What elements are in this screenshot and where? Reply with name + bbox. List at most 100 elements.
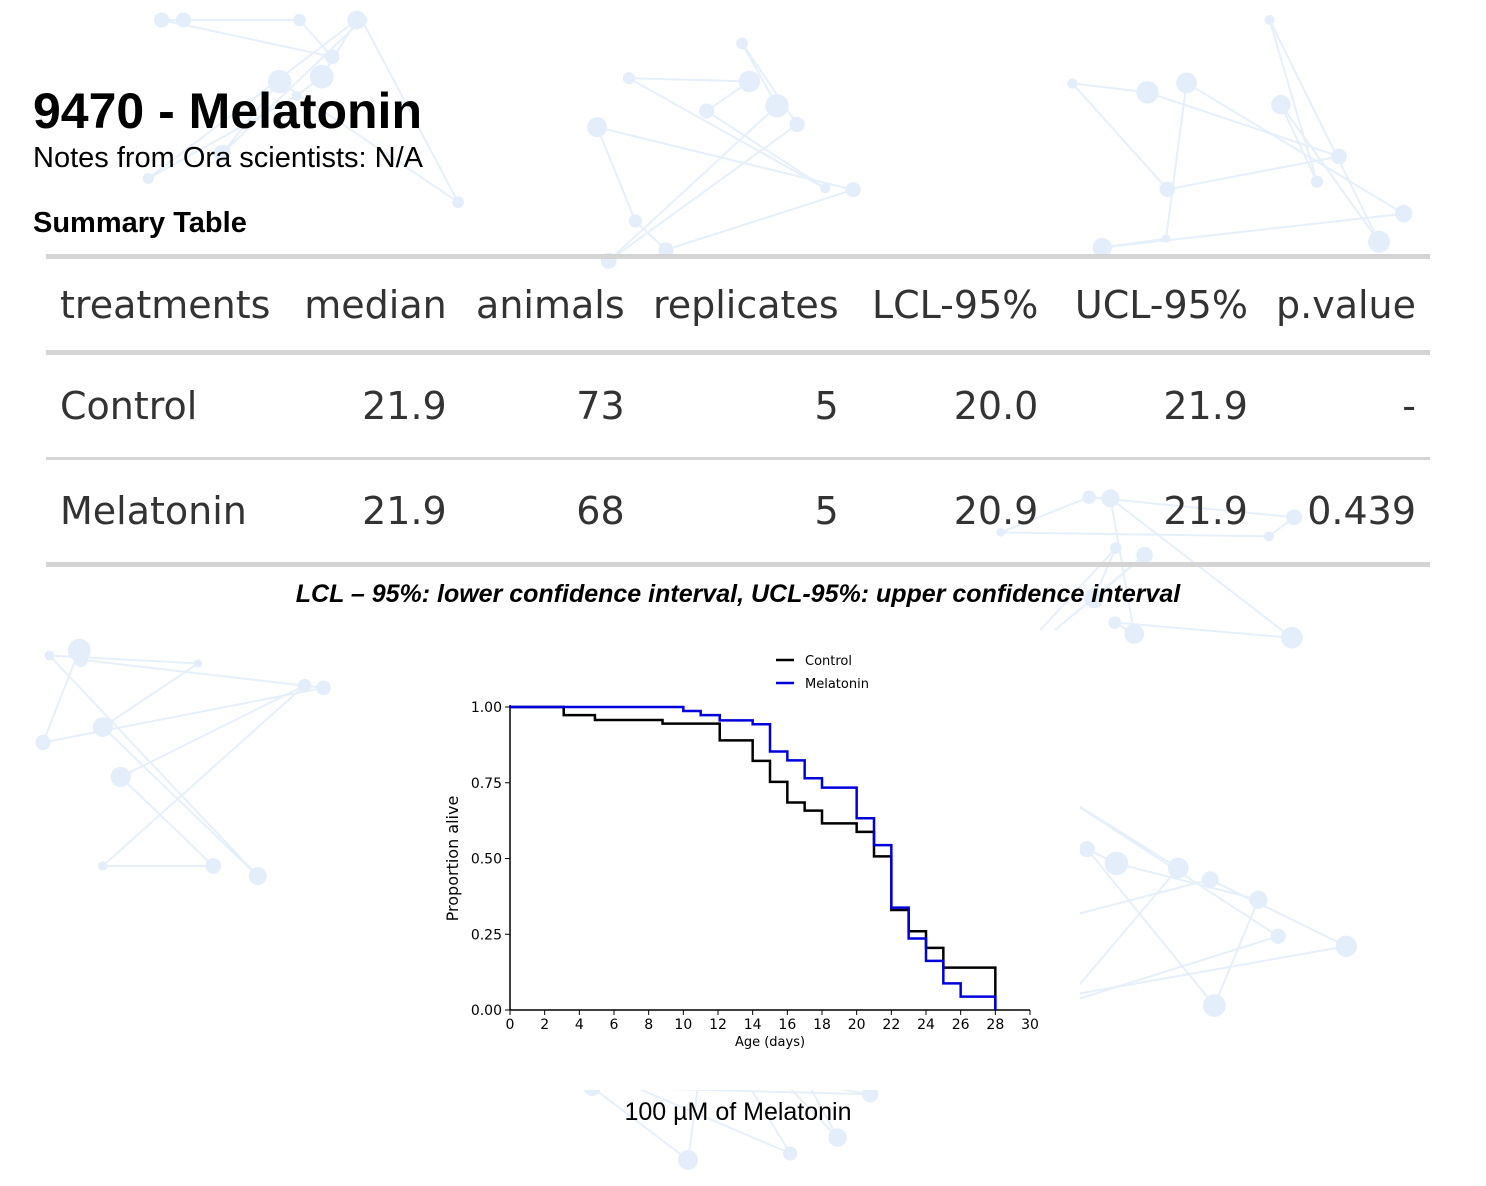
network-line: [1000, 496, 1090, 534]
network-node: [1201, 871, 1219, 888]
table-cell: -: [1402, 384, 1416, 428]
network-line: [102, 662, 199, 728]
network-node: [1124, 624, 1145, 644]
x-axis-label: Age (days): [735, 1035, 805, 1050]
column-header: UCL-95%: [1074, 282, 1248, 327]
table-cell: 0.439: [1307, 489, 1416, 533]
network-node: [845, 182, 861, 198]
network-node: [1310, 175, 1324, 188]
network-node: [600, 252, 617, 269]
network-node: [175, 12, 191, 28]
network-line: [102, 726, 259, 877]
network-node: [291, 90, 302, 101]
network-node: [678, 1150, 699, 1170]
network-line: [1185, 82, 1405, 215]
network-line: [1000, 531, 1269, 538]
table-cell: 73: [576, 384, 625, 428]
network-line: [1268, 19, 1380, 243]
network-node: [1335, 935, 1357, 957]
network-node: [293, 13, 306, 27]
x-tick-label: 16: [778, 1017, 796, 1033]
scientist-notes: Notes from Ora scientists: N/A: [33, 142, 423, 174]
network-line: [42, 649, 81, 743]
network-node: [1136, 546, 1153, 564]
y-axis-label: Proportion alive: [443, 796, 462, 922]
network-node: [622, 72, 636, 85]
network-node: [736, 37, 749, 50]
network-line: [706, 110, 826, 190]
network-node: [658, 242, 674, 258]
column-header: median: [304, 282, 447, 327]
network-node: [828, 1128, 847, 1147]
x-tick-label: 18: [813, 1017, 831, 1033]
network-line: [48, 654, 259, 877]
network-line: [1114, 621, 1292, 639]
network-node: [205, 858, 222, 874]
network-node: [1079, 841, 1096, 858]
network-node: [1281, 626, 1303, 649]
network-node: [1108, 616, 1121, 629]
network-line: [147, 94, 298, 180]
network-node: [324, 49, 340, 65]
network-line: [596, 126, 637, 222]
network-line: [361, 19, 459, 203]
network-node: [1263, 531, 1274, 542]
network-line: [1213, 899, 1260, 1006]
page-title: 9470 - Melatonin: [33, 83, 422, 139]
network-node: [862, 1086, 879, 1103]
network-node: [1394, 205, 1413, 223]
x-tick-label: 22: [882, 1017, 900, 1033]
network-node: [1136, 81, 1159, 104]
network-line: [1047, 945, 1347, 1001]
network-line: [221, 19, 363, 154]
x-tick-label: 10: [674, 1017, 692, 1033]
network-line: [628, 77, 750, 83]
y-tick-label: 0.00: [471, 1003, 502, 1019]
network-line: [1062, 935, 1279, 1005]
network-node: [1249, 890, 1268, 909]
network-node: [765, 94, 789, 118]
network-node: [783, 1146, 798, 1161]
network-node: [1176, 72, 1197, 94]
network-line: [1268, 19, 1318, 182]
network-node: [297, 678, 312, 693]
column-header: treatments: [60, 282, 271, 327]
network-node: [1161, 234, 1171, 243]
network-node: [699, 103, 715, 119]
table-cell: 21.9: [362, 384, 447, 428]
network-node: [738, 70, 761, 93]
network-line: [102, 684, 306, 867]
network-node: [452, 196, 464, 209]
network-node: [789, 116, 805, 133]
network-line: [1088, 496, 1295, 519]
network-line: [80, 658, 324, 689]
table-cell: 21.9: [362, 489, 447, 533]
network-line: [1071, 82, 1169, 190]
network-line: [741, 42, 798, 126]
network-node: [1092, 237, 1112, 258]
x-tick-label: 28: [986, 1017, 1004, 1033]
table-row: Control 21.9 73 5 20.0 21.9 -: [46, 353, 1430, 459]
x-tick-label: 4: [575, 1017, 584, 1033]
network-node: [154, 12, 170, 28]
table-cell: 20.9: [953, 489, 1039, 533]
column-header: animals: [476, 282, 625, 327]
column-header: replicates: [652, 282, 839, 327]
y-tick-label: 1.00: [471, 700, 502, 716]
network-node: [309, 64, 334, 89]
network-node: [1331, 148, 1347, 165]
x-tick-label: 24: [917, 1017, 935, 1033]
series-line-control: [510, 705, 997, 1010]
network-line: [607, 105, 778, 262]
network-node: [356, 14, 368, 26]
x-tick-label: 2: [540, 1017, 549, 1033]
network-node: [1270, 928, 1286, 944]
network-node: [628, 214, 642, 228]
network-node: [44, 650, 55, 661]
network-line: [1072, 82, 1148, 94]
network-node: [1368, 230, 1390, 253]
network-line: [1279, 104, 1318, 183]
x-tick-label: 30: [1021, 1017, 1039, 1033]
network-line: [278, 80, 459, 203]
